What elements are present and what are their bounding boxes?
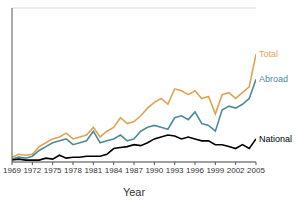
svg-text:1999: 1999 [206, 166, 224, 175]
svg-text:National: National [259, 134, 292, 144]
svg-text:Year: Year [123, 186, 146, 198]
svg-text:1996: 1996 [186, 166, 204, 175]
svg-text:1987: 1987 [125, 166, 143, 175]
svg-text:1978: 1978 [64, 166, 82, 175]
svg-text:Abroad: Abroad [259, 74, 288, 84]
svg-text:2005: 2005 [247, 166, 265, 175]
svg-text:1993: 1993 [166, 166, 184, 175]
svg-text:1972: 1972 [23, 166, 41, 175]
svg-text:1975: 1975 [44, 166, 62, 175]
svg-text:2002: 2002 [227, 166, 245, 175]
svg-text:Total: Total [259, 49, 278, 59]
svg-text:1981: 1981 [84, 166, 102, 175]
svg-text:1969: 1969 [8, 166, 21, 175]
svg-text:1984: 1984 [105, 166, 123, 175]
svg-text:1990: 1990 [145, 166, 163, 175]
